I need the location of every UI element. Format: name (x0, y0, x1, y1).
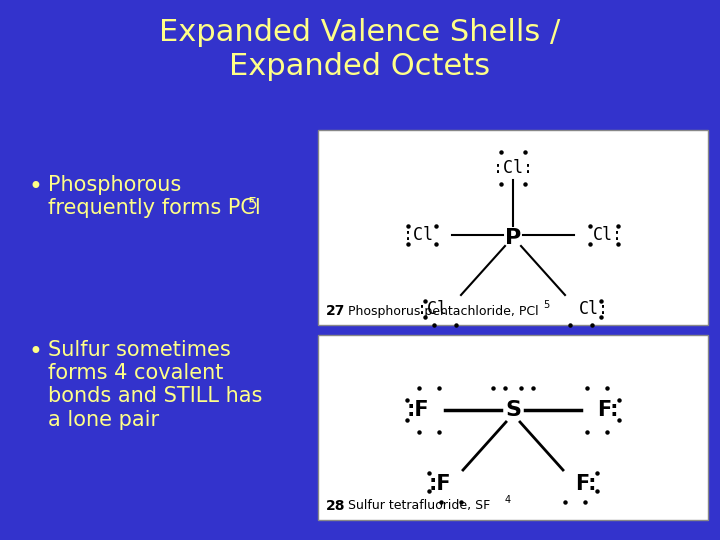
Text: Cl:: Cl: (579, 300, 609, 318)
Text: 27: 27 (326, 304, 346, 318)
Text: :Cl: :Cl (417, 300, 447, 318)
Text: P: P (505, 228, 521, 248)
Text: Sulfur tetrafluoride, SF: Sulfur tetrafluoride, SF (348, 500, 490, 512)
Text: Phosphorus pentachloride, PCl: Phosphorus pentachloride, PCl (348, 305, 539, 318)
Text: Cl:: Cl: (593, 226, 623, 244)
Text: Expanded Valence Shells /
Expanded Octets: Expanded Valence Shells / Expanded Octet… (159, 18, 561, 80)
Text: :F: :F (406, 400, 429, 420)
Text: :Cl:: :Cl: (493, 159, 533, 177)
Text: Sulfur sometimes
forms 4 covalent
bonds and STILL has
a lone pair: Sulfur sometimes forms 4 covalent bonds … (48, 340, 262, 430)
Text: :Cl: :Cl (403, 226, 433, 244)
Text: 28: 28 (326, 499, 346, 513)
Text: S: S (505, 400, 521, 420)
Text: F:: F: (575, 474, 596, 494)
Text: •: • (28, 175, 42, 199)
Text: Phosphorous
frequently forms PCl: Phosphorous frequently forms PCl (48, 175, 261, 218)
Text: F:: F: (597, 400, 618, 420)
Text: 5: 5 (248, 197, 258, 212)
FancyBboxPatch shape (318, 130, 708, 325)
Text: 4: 4 (505, 495, 511, 505)
Text: 5: 5 (543, 300, 549, 310)
Text: :F: :F (428, 474, 451, 494)
FancyBboxPatch shape (318, 335, 708, 520)
Text: •: • (28, 340, 42, 364)
